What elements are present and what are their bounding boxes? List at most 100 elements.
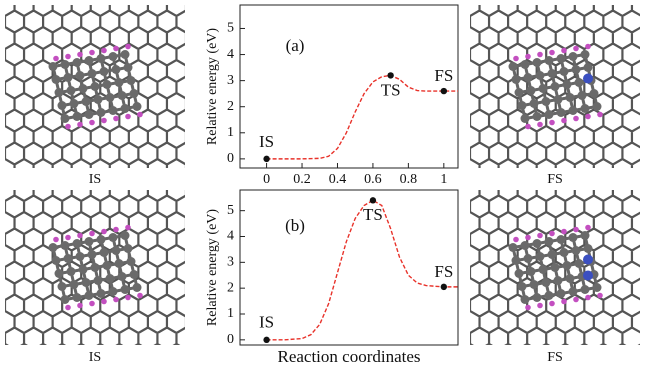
carbon-atom [592, 102, 602, 111]
hydrogen-atom [585, 43, 591, 50]
y-tick-label: 2 [227, 99, 234, 114]
carbon-atom [541, 97, 551, 106]
carbon-atom [123, 244, 133, 253]
carbon-atom [99, 67, 109, 76]
hydrogen-atom [585, 224, 591, 231]
carbon-atom [514, 88, 524, 97]
carbon-atom [93, 95, 103, 104]
carbon-atom [532, 58, 542, 67]
carbon-atom [580, 50, 590, 59]
plot-frame [239, 189, 459, 346]
hydrogen-atom [585, 294, 591, 301]
carbon-atom [120, 285, 130, 294]
carbon-atom [538, 84, 548, 93]
carbon-atom [565, 93, 575, 102]
carbon-atom [583, 63, 593, 72]
molecule-image [5, 5, 185, 168]
carbon-atom [108, 233, 118, 242]
carbon-atom [111, 246, 121, 255]
carbon-atom [72, 293, 82, 302]
carbon-atom [96, 289, 106, 298]
carbon-atom [69, 99, 79, 108]
molecule-image [5, 190, 185, 345]
state-label: IS [259, 132, 274, 151]
carbon-atom [577, 91, 587, 100]
image-label: FS [547, 350, 563, 365]
carbon-atom [57, 282, 67, 291]
carbon-atom [541, 278, 551, 287]
hydrogen-atom [537, 51, 543, 58]
carbon-atom [568, 287, 578, 296]
carbon-atom [84, 56, 94, 65]
carbon-atom [126, 76, 136, 85]
carbon-atom [544, 110, 554, 119]
state-label: IS [259, 313, 274, 332]
carbon-atom [562, 80, 572, 89]
y-tick-label: 5 [227, 21, 234, 36]
carbon-atom [75, 71, 85, 80]
x-tick-label: 0.6 [364, 172, 382, 187]
x-tick-label: 0.8 [400, 172, 418, 187]
hydrogen-atom [53, 236, 59, 243]
state-point [387, 72, 394, 79]
hydrogen-atom [573, 115, 579, 122]
carbon-atom [568, 233, 578, 242]
carbon-atom [120, 104, 130, 113]
carbon-atom [120, 231, 130, 240]
hydrogen-atom [561, 117, 567, 124]
molecule-bonds [51, 234, 139, 301]
carbon-atom [547, 69, 557, 78]
carbon-atom [544, 237, 554, 246]
carbon-atom [51, 256, 61, 265]
y-tick-label: 0 [227, 332, 234, 347]
y-axis-title: Relative energy (eV) [205, 28, 220, 145]
hydrogen-atom [125, 224, 131, 231]
y-tick-label: 5 [227, 203, 234, 218]
carbon-atom [520, 241, 530, 250]
carbon-atom [580, 285, 590, 294]
carbon-atom [132, 102, 142, 111]
graphene-lattice [470, 190, 640, 345]
hydrogen-atom [573, 296, 579, 303]
carbon-atom [99, 248, 109, 257]
carbon-atom [508, 243, 518, 252]
hydrogen-atom [537, 302, 543, 309]
hydrogen-atom [101, 117, 107, 124]
hydrogen-atom [65, 304, 71, 311]
y-axis-title: Relative energy (eV) [205, 209, 220, 326]
image-label: IS [89, 350, 101, 365]
carbon-atom [517, 282, 527, 291]
nitrogen-atom [583, 270, 593, 281]
carbon-atom [559, 67, 569, 76]
carbon-atom [535, 252, 545, 261]
y-tick-label: 0 [227, 151, 234, 166]
molecule-bonds [51, 53, 139, 120]
hydrogen-atom [101, 298, 107, 305]
carbon-atom [96, 235, 106, 244]
hydrogen-atom [573, 226, 579, 233]
carbon-atom [111, 65, 121, 74]
carbon-atom [114, 259, 124, 268]
carbon-atom [589, 89, 599, 98]
carbon-atom [511, 75, 521, 84]
carbon-atom [532, 293, 542, 302]
carbon-atom [126, 257, 136, 266]
carbon-atom [90, 263, 100, 272]
carbon-atom [78, 84, 88, 93]
carbon-atom [520, 114, 530, 123]
carbon-atom [523, 73, 533, 82]
carbon-atom [550, 263, 560, 272]
image-label: FS [547, 172, 563, 187]
carbon-atom [69, 280, 79, 289]
hydrogen-atom [53, 55, 59, 62]
carbon-atom [547, 250, 557, 259]
carbon-atom [87, 69, 97, 78]
carbon-atom [90, 82, 100, 91]
carbon-atom [574, 259, 584, 268]
carbon-atom [117, 272, 127, 281]
carbon-atom [102, 261, 112, 270]
carbon-atom [117, 91, 127, 100]
hydrogen-atom [101, 47, 107, 54]
carbon-atom [123, 63, 133, 72]
carbon-atom [72, 58, 82, 67]
